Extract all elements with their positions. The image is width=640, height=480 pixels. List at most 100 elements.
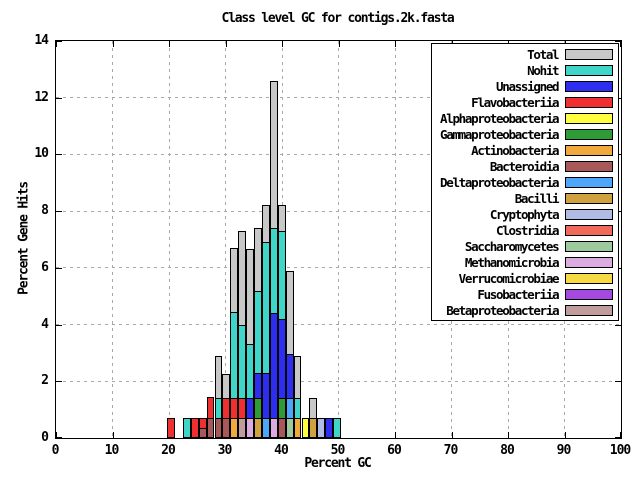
x-tick-mark bbox=[508, 432, 509, 438]
legend-row: Total bbox=[440, 46, 614, 62]
legend-swatch bbox=[565, 192, 614, 204]
grid-line-vertical bbox=[225, 41, 226, 438]
x-tick-mark bbox=[56, 432, 57, 438]
bar-segment-flavobacteriia bbox=[167, 418, 175, 438]
legend-row: Deltaproteobacteria bbox=[440, 174, 614, 190]
legend-label: Betaproteobacteria bbox=[446, 302, 559, 318]
bar-segment-nohit bbox=[182, 418, 191, 438]
y-tick-mark bbox=[615, 381, 621, 383]
legend-swatch bbox=[565, 96, 614, 108]
y-tick-label: 8 bbox=[41, 203, 49, 219]
grid-line-vertical bbox=[168, 41, 170, 438]
legend-row: Flavobacteriia bbox=[440, 94, 614, 110]
x-tick-label: 50 bbox=[330, 443, 346, 458]
bar-segment-methanomicrobia bbox=[246, 418, 254, 438]
bar-segment-unassigned bbox=[325, 418, 334, 438]
legend-label: Saccharomycetes bbox=[464, 238, 560, 254]
grid-line-vertical bbox=[112, 41, 113, 438]
y-tick-label: 2 bbox=[41, 373, 49, 389]
x-tick-label: 30 bbox=[217, 443, 233, 458]
bar-segment-deltaproteobacteria bbox=[261, 418, 270, 438]
legend-swatch bbox=[565, 80, 614, 92]
legend-row: Alphaproteobacteria bbox=[440, 110, 614, 126]
legend-label: Nohit bbox=[527, 62, 559, 78]
bar-segment-bacilli bbox=[309, 418, 318, 438]
grid-line-horizontal bbox=[56, 380, 621, 382]
y-tick-mark bbox=[56, 437, 62, 438]
legend-row: Saccharomycetes bbox=[440, 238, 614, 254]
legend-row: Methanomicrobia bbox=[440, 254, 614, 270]
grid-line-horizontal bbox=[56, 210, 621, 212]
grid-line-horizontal bbox=[56, 267, 621, 269]
legend-row: Unassigned bbox=[440, 78, 614, 94]
x-tick-mark bbox=[338, 41, 340, 47]
bar-segment-bacteroidia bbox=[222, 418, 231, 438]
x-tick-mark bbox=[451, 432, 453, 438]
bar-segment-bacteroidia bbox=[277, 418, 286, 438]
y-tick-mark bbox=[56, 154, 62, 156]
y-tick-mark bbox=[56, 211, 62, 213]
legend-swatch bbox=[565, 256, 614, 268]
bar-segment-cryptophyta bbox=[317, 418, 326, 438]
legend-label: Flavobacteriia bbox=[471, 94, 559, 110]
legend-box: Total Nohit Unassigned Flavobacteriia Alphap… bbox=[431, 43, 620, 321]
x-tick-mark bbox=[395, 41, 396, 47]
y-tick-label: 6 bbox=[41, 259, 49, 275]
legend-row: Clostridia bbox=[440, 222, 614, 238]
y-tick-label: 14 bbox=[34, 33, 49, 48]
x-tick-label: 0 bbox=[51, 443, 60, 458]
legend-label: Alphaproteobacteria bbox=[440, 110, 560, 126]
legend-row: Actinobacteria bbox=[440, 142, 614, 158]
bar-segment-actinobacteria bbox=[293, 418, 302, 438]
legend-row: Betaproteobacteria bbox=[440, 302, 614, 318]
x-tick-label: 70 bbox=[443, 443, 459, 458]
x-tick-mark bbox=[395, 432, 396, 438]
plot-area: Total Nohit Unassigned Flavobacteriia Alphap… bbox=[55, 40, 622, 439]
legend-label: Clostridia bbox=[496, 222, 560, 238]
legend-swatch bbox=[565, 128, 614, 140]
y-tick-mark bbox=[615, 324, 621, 326]
legend-swatch bbox=[565, 304, 614, 316]
legend-swatch bbox=[565, 64, 614, 76]
x-tick-mark bbox=[112, 432, 114, 438]
legend-swatch bbox=[565, 272, 614, 284]
x-tick-label: 10 bbox=[104, 443, 120, 458]
grid-line-horizontal bbox=[56, 324, 621, 326]
y-tick-mark bbox=[615, 437, 621, 438]
x-tick-label: 80 bbox=[500, 443, 515, 458]
legend-swatch bbox=[565, 112, 614, 124]
y-tick-mark bbox=[615, 41, 621, 42]
y-tick-label: 12 bbox=[34, 89, 49, 105]
legend-swatch bbox=[565, 144, 614, 156]
x-tick-mark bbox=[620, 432, 621, 438]
legend-row: Verrucomicrobiae bbox=[440, 270, 614, 286]
x-tick-mark bbox=[564, 432, 566, 438]
legend-label: Gammaproteobacteria bbox=[440, 126, 560, 142]
legend-swatch bbox=[565, 48, 614, 60]
y-tick-mark bbox=[56, 41, 62, 42]
bar-segment-alphaproteobacteria bbox=[301, 418, 310, 438]
y-tick-mark bbox=[56, 267, 62, 269]
grid-line-vertical bbox=[338, 41, 339, 438]
legend-label: Deltaproteobacteria bbox=[440, 174, 560, 190]
legend-label: Bacteroidia bbox=[489, 158, 560, 174]
grid-line-vertical bbox=[394, 41, 396, 438]
y-tick-label: 10 bbox=[34, 146, 49, 162]
x-tick-mark bbox=[225, 41, 227, 47]
legend-row: Gammaproteobacteria bbox=[440, 126, 614, 142]
x-tick-label: 100 bbox=[609, 443, 631, 458]
grid-line-horizontal bbox=[56, 153, 621, 155]
legend-label: Total bbox=[527, 46, 559, 62]
x-tick-label: 40 bbox=[274, 443, 289, 458]
bar-segment-actinobacteria bbox=[230, 418, 239, 438]
x-tick-label: 60 bbox=[387, 443, 402, 458]
y-axis-label: Percent Gene Hits bbox=[16, 182, 32, 295]
chart-title: Class level GC for contigs.2k.fasta bbox=[221, 11, 455, 26]
legend-label: Cryptophyta bbox=[489, 206, 560, 222]
x-tick-mark bbox=[56, 41, 57, 47]
x-tick-mark bbox=[620, 41, 621, 47]
x-tick-label: 20 bbox=[161, 443, 176, 458]
bar-segment-bacilli bbox=[254, 418, 262, 438]
legend-row: Nohit bbox=[440, 62, 614, 78]
